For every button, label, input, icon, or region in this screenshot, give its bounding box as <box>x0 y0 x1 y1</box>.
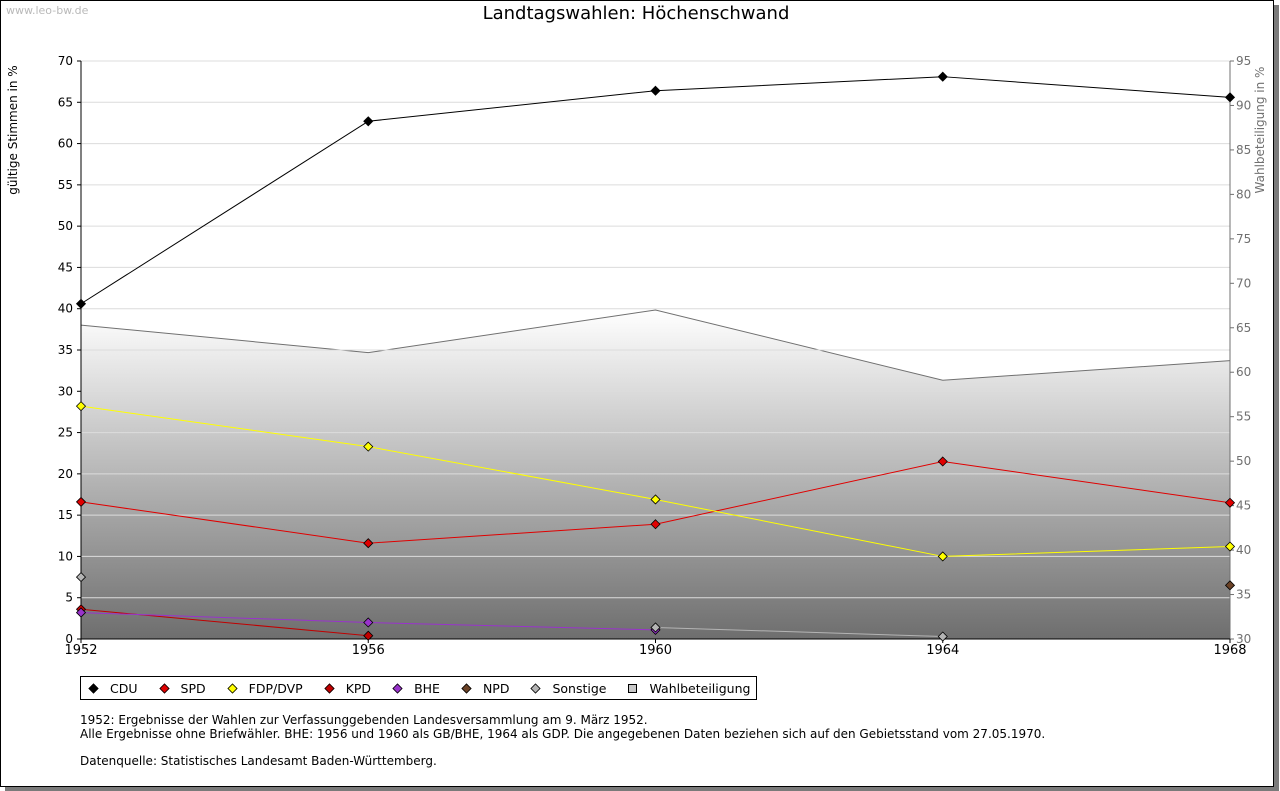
data-point-fdp-dvp <box>1224 541 1236 552</box>
y-right-tick-label: 80 <box>1236 187 1251 201</box>
data-point-spd <box>75 496 87 507</box>
legend-item: SPD <box>158 680 206 696</box>
data-source: Datenquelle: Statistisches Landesamt Bad… <box>80 754 437 768</box>
legend-item: Sonstige <box>530 680 607 696</box>
data-point-bhe <box>363 617 374 628</box>
x-tick-label: 1956 <box>352 643 385 658</box>
y-right-tick-label: 90 <box>1236 98 1251 112</box>
data-point-fdp-dvp <box>363 441 374 452</box>
legend-marker-icon <box>227 682 238 694</box>
y-right-tick-label: 45 <box>1236 499 1251 513</box>
series-line-cdu <box>80 76 1231 305</box>
footnotes: 1952: Ergebnisse der Wahlen zur Verfassu… <box>80 713 1045 768</box>
footnote-1: 1952: Ergebnisse der Wahlen zur Verfassu… <box>80 713 648 727</box>
x-tick-label: 1952 <box>64 643 97 658</box>
data-point-fdp-dvp <box>650 494 661 505</box>
legend-item: NPD <box>461 680 510 696</box>
y-left-tick-label: 0 <box>65 632 73 646</box>
y-left-tick-label: 70 <box>58 54 73 68</box>
y-right-tick-label: 35 <box>1236 588 1251 602</box>
y-right-tick-label: 40 <box>1236 543 1251 557</box>
series-line-sonstige <box>655 626 943 638</box>
legend-label: FDP/DVP <box>248 680 303 696</box>
y-right-tick-label: 85 <box>1236 143 1251 157</box>
data-point-npd <box>1224 580 1236 591</box>
legend-marker-icon <box>324 682 335 694</box>
data-point-bhe <box>75 607 87 618</box>
data-point-fdp-dvp <box>937 551 948 562</box>
legend-marker-icon <box>530 682 542 694</box>
y-left-tick-label: 15 <box>58 508 73 522</box>
y-left-tick-label: 65 <box>58 95 73 109</box>
data-point-sonstige <box>650 622 661 633</box>
legend-marker-icon <box>158 682 170 694</box>
data-point-cdu <box>75 298 87 309</box>
y-left-tick-label: 10 <box>58 549 73 563</box>
legend-item: Wahlbeteiligung <box>628 681 750 696</box>
data-point-cdu <box>650 85 661 96</box>
y-right-tick-label: 70 <box>1236 276 1251 290</box>
legend-label: CDU <box>110 680 138 696</box>
turnout-line <box>80 309 1231 381</box>
legend-label: SPD <box>180 680 206 696</box>
legend-item: FDP/DVP <box>227 680 303 696</box>
y-right-tick-label: 75 <box>1236 232 1251 246</box>
y-left-tick-label: 25 <box>58 426 73 440</box>
legend-label: NPD <box>482 680 510 696</box>
data-point-cdu <box>363 116 374 127</box>
y-left-tick-label: 35 <box>58 343 73 357</box>
y-left-tick-label: 30 <box>58 384 73 398</box>
y-right-tick-label: 95 <box>1236 54 1251 68</box>
y-right-tick-label: 60 <box>1236 365 1251 379</box>
chart-title: Landtagswahlen: Höchenschwand <box>482 3 790 24</box>
data-point-spd <box>1224 497 1236 508</box>
y-left-tick-label: 40 <box>58 302 73 316</box>
y-right-tick-label: 55 <box>1236 410 1251 424</box>
y-left-tick-label: 55 <box>58 178 73 192</box>
x-tick-label: 1964 <box>926 643 959 658</box>
y-right-tick-label: 30 <box>1236 632 1251 646</box>
data-point-cdu <box>1224 92 1236 103</box>
y-right-tick-label: 65 <box>1236 321 1251 335</box>
legend-label: BHE <box>414 680 440 696</box>
y-right-tick-label: 50 <box>1236 454 1251 468</box>
turnout-area <box>81 309 1230 639</box>
data-point-sonstige <box>75 572 87 583</box>
legend-item: CDU <box>88 680 138 696</box>
legend-marker-icon <box>628 683 638 693</box>
data-point-cdu <box>937 71 948 82</box>
footnote-2: Alle Ergebnisse ohne Briefwähler. BHE: 1… <box>80 727 1046 741</box>
legend-item: KPD <box>324 680 372 696</box>
data-point-spd <box>650 519 661 530</box>
line-chart: 0 5 10 15 20 25 30 35 40 45 50 55 60 65 70 30 35 40 45 50 55… <box>58 54 1252 658</box>
series-line-kpd <box>80 608 369 637</box>
data-point-spd <box>937 456 948 467</box>
data-point-sonstige <box>937 631 948 642</box>
y-left-tick-label: 50 <box>58 219 73 233</box>
data-point-spd <box>363 538 374 549</box>
legend-marker-icon <box>88 682 99 694</box>
chart-legend: CDU SPD FDP/DVP KPD BHE NPD Sonstige Wahlbeteil… <box>80 676 758 700</box>
legend-item: BHE <box>392 680 440 696</box>
watermark: www.leo-bw.de <box>6 4 89 17</box>
data-point-fdp-dvp <box>75 401 87 412</box>
legend-marker-icon <box>461 682 472 694</box>
x-tick-label: 1968 <box>1213 643 1246 658</box>
x-tick-label: 1960 <box>639 643 672 658</box>
y-left-tick-label: 60 <box>58 137 73 151</box>
y-left-tick-label: 20 <box>58 467 73 481</box>
legend-label: Sonstige <box>552 680 607 696</box>
legend-label: Wahlbeteiligung <box>649 680 751 696</box>
y-left-tick-label: 45 <box>58 260 73 274</box>
legend-marker-icon <box>392 682 403 694</box>
y-left-tick-label: 5 <box>65 591 73 605</box>
legend-label: KPD <box>345 680 372 696</box>
data-point-kpd <box>363 630 374 641</box>
